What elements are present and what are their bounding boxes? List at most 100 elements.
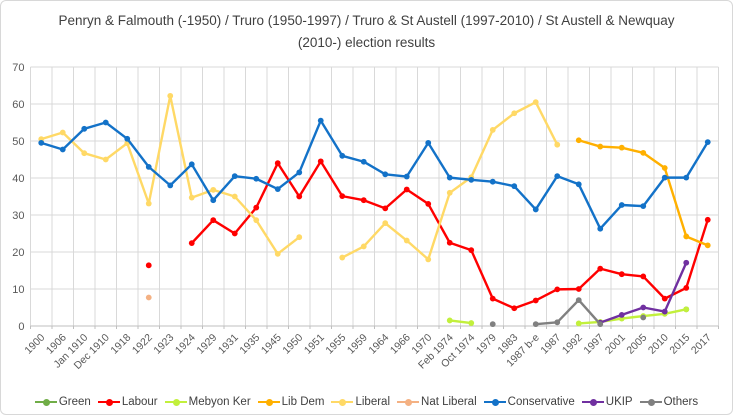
chart-title: Penryn & Falmouth (-1950) / Truro (1950-… <box>58 13 675 50</box>
data-point-liberal <box>425 256 432 263</box>
data-point-mebyon-ker <box>468 320 475 326</box>
x-tick-label: 1923 <box>151 332 176 357</box>
data-point-lib-dem <box>575 137 582 144</box>
legend-marker-green <box>34 398 57 406</box>
data-point-liberal <box>59 129 66 136</box>
x-tick-label: 1935 <box>237 332 262 357</box>
x-tick-label: 2001 <box>603 332 628 357</box>
data-point-conservative <box>704 139 711 146</box>
legend-label-ukip: UKIP <box>605 396 633 408</box>
data-point-conservative <box>231 173 238 180</box>
data-point-ukip <box>640 304 647 311</box>
data-point-labour <box>425 201 432 207</box>
data-point-labour <box>640 273 647 280</box>
data-point-others <box>554 319 561 326</box>
y-tick-label: 10 <box>12 284 24 296</box>
x-tick-label: 1997 <box>581 332 606 357</box>
x-tick-label: 1955 <box>323 332 348 357</box>
data-point-labour <box>554 286 561 293</box>
data-point-mebyon-ker <box>446 317 453 324</box>
y-tick-label: 0 <box>18 321 24 333</box>
data-point-labour <box>210 217 217 224</box>
legend-item-lib-dem: Lib Dem <box>257 396 324 408</box>
data-point-conservative <box>296 169 303 176</box>
data-point-labour <box>489 295 496 302</box>
data-point-liberal <box>339 254 346 261</box>
data-point-labour <box>274 160 281 167</box>
data-point-lib-dem <box>597 143 604 150</box>
data-point-others <box>575 297 582 303</box>
legend-item-liberal: Liberal <box>331 396 390 408</box>
data-point-labour <box>575 286 582 292</box>
data-point-liberal <box>532 99 539 106</box>
data-point-lib-dem <box>640 149 647 156</box>
data-point-others <box>532 321 539 328</box>
y-tick-label: 40 <box>12 173 24 185</box>
x-tick-label: 1987 <box>538 332 563 357</box>
data-point-liberal <box>274 250 281 257</box>
data-point-others <box>489 321 496 328</box>
series-lib-dem <box>575 137 711 249</box>
legend-item-conservative: Conservative <box>483 396 575 408</box>
data-point-conservative <box>640 203 647 210</box>
data-point-conservative <box>425 139 432 146</box>
data-point-conservative <box>683 174 690 181</box>
x-tick-label: 2017 <box>689 332 714 357</box>
data-point-labour <box>661 295 668 302</box>
legend-item-labour: Labour <box>97 396 158 408</box>
y-tick-label: 70 <box>12 62 24 74</box>
legend-label-green: Green <box>58 396 91 408</box>
x-tick-label: 1945 <box>259 332 284 357</box>
x-tick-label: 2005 <box>624 332 649 357</box>
data-point-mebyon-ker <box>683 306 690 313</box>
data-point-others <box>597 321 604 328</box>
data-point-liberal <box>231 193 238 200</box>
data-point-ukip <box>661 308 668 315</box>
legend-item-others: Others <box>639 396 699 408</box>
data-point-conservative <box>38 139 45 146</box>
data-point-lib-dem <box>661 165 668 171</box>
x-tick-label: 1929 <box>194 332 219 357</box>
data-point-conservative <box>124 135 131 142</box>
y-tick-label: 50 <box>12 136 24 148</box>
data-point-labour <box>145 262 152 269</box>
data-point-labour <box>317 158 324 165</box>
data-point-conservative <box>661 174 668 181</box>
data-point-labour <box>511 305 518 312</box>
data-point-liberal <box>210 186 217 193</box>
x-tick-label: 1966 <box>388 332 413 357</box>
data-point-conservative <box>81 125 88 132</box>
data-point-labour <box>597 265 604 272</box>
legend-marker-liberal <box>331 398 354 406</box>
series-mebyon-ker <box>446 306 690 327</box>
data-point-conservative <box>188 161 195 168</box>
data-point-liberal <box>446 189 453 196</box>
legend-item-ukip: UKIP <box>581 396 633 408</box>
data-point-conservative <box>403 173 410 180</box>
legend-marker-mebyon-ker <box>164 398 187 406</box>
data-point-liberal <box>403 237 410 244</box>
data-point-labour <box>618 271 625 278</box>
legend-label-others: Others <box>663 396 699 408</box>
x-tick-label: 1900 <box>22 332 47 357</box>
legend-label-nat-liberal: Nat Liberal <box>421 396 477 408</box>
data-point-labour <box>360 197 367 204</box>
data-point-liberal <box>188 194 195 201</box>
data-point-lib-dem <box>683 233 690 240</box>
series-labour <box>145 158 711 312</box>
x-tick-label: 1964 <box>366 332 391 357</box>
legend-item-nat-liberal: Nat Liberal <box>397 396 477 408</box>
x-tick-label: 2010 <box>646 332 671 357</box>
data-point-labour <box>532 297 539 304</box>
legend-item-green: Green <box>34 396 91 408</box>
y-tick-label: 60 <box>12 99 24 111</box>
data-point-conservative <box>339 152 346 159</box>
y-tick-label: 20 <box>12 247 24 259</box>
data-point-liberal <box>167 92 174 99</box>
data-point-conservative <box>618 202 625 208</box>
data-point-conservative <box>59 146 66 153</box>
data-point-conservative <box>274 186 281 193</box>
x-gridlines <box>30 67 719 329</box>
data-point-conservative <box>210 197 217 204</box>
